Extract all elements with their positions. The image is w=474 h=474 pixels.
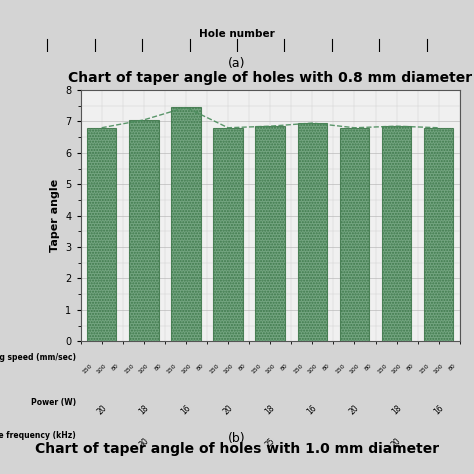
Text: 100: 100 — [391, 363, 402, 374]
Text: 20: 20 — [348, 403, 361, 416]
Text: 18: 18 — [137, 403, 150, 416]
Bar — [171, 107, 201, 341]
Text: 30: 30 — [137, 436, 150, 449]
Text: 20: 20 — [95, 403, 108, 416]
Y-axis label: Taper angle: Taper angle — [50, 179, 60, 252]
Text: 80: 80 — [322, 363, 331, 372]
Text: 80: 80 — [448, 363, 457, 372]
Bar — [129, 120, 158, 341]
Text: 80: 80 — [111, 363, 120, 372]
Text: 150: 150 — [82, 363, 93, 374]
Text: 80: 80 — [153, 363, 162, 372]
Text: Hole number: Hole number — [199, 29, 275, 39]
Bar — [213, 128, 243, 341]
Bar — [87, 128, 117, 341]
Text: 100: 100 — [264, 363, 276, 374]
Text: 80: 80 — [406, 363, 415, 372]
Bar — [340, 128, 369, 341]
Text: 150: 150 — [166, 363, 178, 374]
Text: 150: 150 — [419, 363, 430, 374]
Text: 100: 100 — [433, 363, 445, 374]
Text: 150: 150 — [292, 363, 304, 374]
Text: 16: 16 — [432, 403, 445, 416]
Text: 80: 80 — [237, 363, 246, 372]
Text: 18: 18 — [390, 403, 403, 416]
Text: 100: 100 — [348, 363, 360, 374]
Text: Chart of taper angle of holes with 1.0 mm diameter: Chart of taper angle of holes with 1.0 m… — [35, 442, 439, 456]
Text: 16: 16 — [179, 403, 192, 416]
Text: 18: 18 — [264, 403, 277, 416]
Text: 16: 16 — [306, 403, 319, 416]
Bar — [424, 128, 454, 341]
Text: 150: 150 — [208, 363, 220, 374]
Text: 100: 100 — [138, 363, 150, 374]
Text: 20: 20 — [221, 403, 235, 416]
Text: 150: 150 — [335, 363, 346, 374]
Text: 150: 150 — [124, 363, 136, 374]
Text: Scanning speed (mm/sec): Scanning speed (mm/sec) — [0, 353, 76, 362]
Text: 80: 80 — [195, 363, 204, 372]
Bar — [298, 123, 327, 341]
Text: 80: 80 — [280, 363, 289, 372]
Title: Chart of taper angle of holes with 0.8 mm diameter: Chart of taper angle of holes with 0.8 m… — [68, 71, 472, 85]
Text: 20: 20 — [390, 436, 403, 449]
Text: 100: 100 — [222, 363, 234, 374]
Bar — [382, 126, 411, 341]
Text: (a): (a) — [228, 57, 246, 71]
Text: (b): (b) — [228, 432, 246, 445]
Text: Power (W): Power (W) — [31, 398, 76, 407]
Text: 80: 80 — [364, 363, 373, 372]
Text: 25: 25 — [264, 436, 277, 449]
Text: 100: 100 — [96, 363, 108, 374]
Text: Pulse frequency (kHz): Pulse frequency (kHz) — [0, 431, 76, 440]
Text: 150: 150 — [250, 363, 262, 374]
Text: 100: 100 — [306, 363, 318, 374]
Text: 150: 150 — [377, 363, 388, 374]
Text: 100: 100 — [180, 363, 192, 374]
Bar — [255, 126, 285, 341]
